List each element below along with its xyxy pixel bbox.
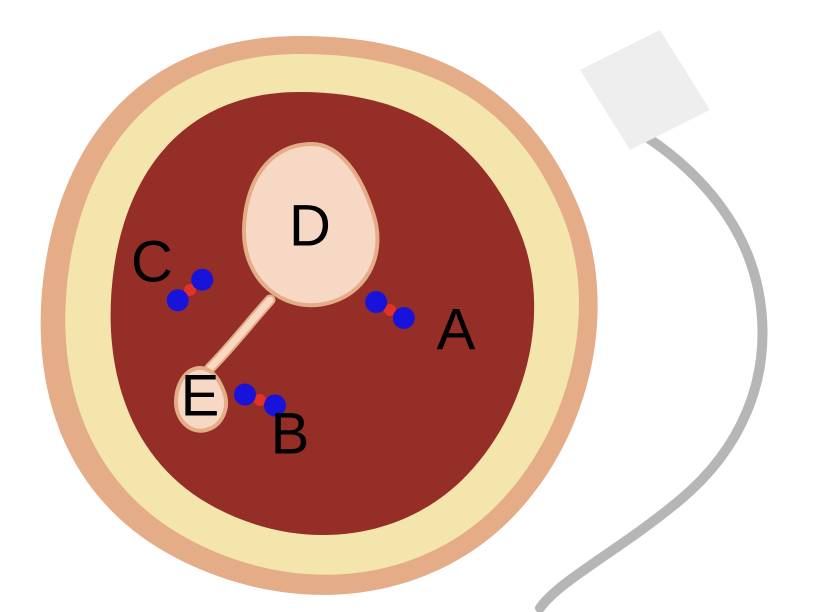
dot-blue	[191, 269, 213, 291]
dot-blue	[393, 307, 415, 329]
label-d: D	[289, 193, 331, 258]
diagram-stage: A B C D E	[0, 0, 840, 612]
label-a: A	[437, 297, 476, 362]
diagram-svg: A B C D E	[0, 0, 840, 612]
label-c: C	[131, 229, 173, 294]
dot-blue	[365, 291, 387, 313]
dot-blue	[234, 384, 256, 406]
label-b: B	[271, 401, 310, 466]
probe-head	[580, 30, 710, 150]
label-e: E	[181, 363, 220, 428]
